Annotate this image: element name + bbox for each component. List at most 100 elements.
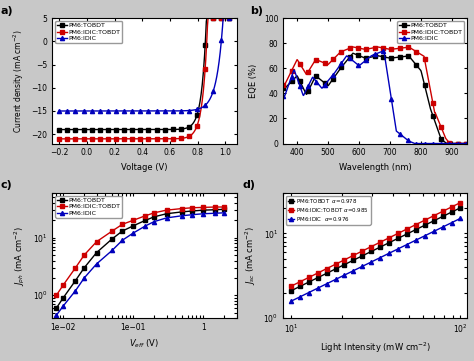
PM6:IDIC [159,109,165,113]
PM6:IDIC:TOBDT [281,82,286,87]
PM6:TOBDT  $\alpha$=0.978 [431,219,437,223]
PM6:IDIC:TOBDT $\alpha$=0.985 [333,262,338,266]
PM6:TOBDT [214,16,219,20]
PM6:IDIC:TOBDT $\alpha$=0.985 [324,266,329,271]
PM6:IDIC:TOBDT $\alpha$=0.985 [431,214,437,218]
PM6:IDIC [340,58,346,63]
PM6:IDIC:TOBDT [414,50,419,54]
PM6:IDIC:TOBDT $\alpha$=0.985 [297,280,303,284]
PM6:TOBDT  $\alpha$=0.978 [359,254,365,258]
PM6:IDIC [179,214,185,218]
PM6:TOBDT  $\alpha$=0.978 [377,245,383,249]
PM6:IDIC:TOBDT [229,16,235,20]
PM6:IDIC:TOBDT [202,66,208,71]
PM6:IDIC [94,262,100,266]
PM6:IDIC:TOBDT [302,71,308,75]
PM6:IDIC:TOBDT [350,45,356,49]
PM6:IDIC:TOBDT [60,283,66,287]
PM6:TOBDT [159,127,164,132]
PM6:IDIC [60,304,66,308]
PM6:IDIC:TOBDT [179,206,185,211]
PM6:IDIC:TOBDT [221,205,227,209]
Line: PM6:TOBDT: PM6:TOBDT [281,51,470,145]
PM6:TOBDT  $\alpha$=0.978 [288,289,294,293]
PM6:IDIC [54,313,59,317]
PM6:TOBDT [350,51,356,55]
PM6:TOBDT [221,207,227,212]
PM6:TOBDT [302,90,308,95]
PM6:TOBDT [73,278,78,283]
PM6:IDIC:TOBDT [213,205,219,209]
PM6:IDIC [229,16,235,20]
PM6:IDIC  $\alpha$=0.976 [288,299,294,303]
PM6:IDIC  $\alpha$=0.976 [449,221,455,225]
PM6:IDIC:TOBDT [201,205,206,209]
PM6:IDIC [221,16,227,20]
PM6:IDIC:TOBDT [159,137,164,141]
PM6:IDIC  $\alpha$=0.976 [342,273,347,277]
Line: PM6:TOBDT: PM6:TOBDT [57,16,235,132]
PM6:IDIC [190,213,195,217]
PM6:IDIC [143,224,148,228]
PM6:IDIC:TOBDT $\alpha$=0.985 [449,205,455,209]
PM6:IDIC:TOBDT $\alpha$=0.985 [306,275,312,280]
PM6:TOBDT [119,229,125,233]
PM6:TOBDT [415,65,420,69]
PM6:TOBDT  $\alpha$=0.978 [395,236,401,240]
PM6:IDIC [130,231,136,235]
Line: PM6:IDIC  $\alpha$=0.976: PM6:IDIC $\alpha$=0.976 [289,216,463,303]
PM6:TOBDT [204,16,210,20]
PM6:IDIC [302,90,308,94]
PM6:TOBDT  $\alpha$=0.978 [422,223,428,227]
PM6:IDIC [381,49,387,53]
PM6:IDIC:TOBDT [151,210,157,215]
PM6:TOBDT [56,127,62,132]
PM6:TOBDT [340,63,346,67]
PM6:IDIC:TOBDT $\alpha$=0.985 [359,249,365,253]
X-axis label: Voltage (V): Voltage (V) [121,163,168,172]
PM6:IDIC:TOBDT [130,218,136,222]
PM6:IDIC [201,212,206,216]
PM6:TOBDT [201,208,206,212]
PM6:IDIC:TOBDT [119,222,125,227]
PM6:TOBDT [163,127,168,132]
PM6:IDIC [412,142,418,146]
PM6:IDIC  $\alpha$=0.976 [368,260,374,264]
PM6:TOBDT [190,209,195,213]
PM6:TOBDT [94,251,100,255]
PM6:IDIC  $\alpha$=0.976 [404,242,410,247]
PM6:IDIC:TOBDT [340,49,346,53]
PM6:IDIC  $\alpha$=0.976 [422,234,428,238]
PM6:IDIC:TOBDT [190,206,195,210]
PM6:IDIC:TOBDT [447,142,453,146]
PM6:IDIC:TOBDT $\alpha$=0.985 [288,284,294,288]
PM6:IDIC:TOBDT [159,137,165,141]
Line: PM6:IDIC: PM6:IDIC [281,49,470,145]
PM6:IDIC [213,77,219,82]
PM6:IDIC:TOBDT [465,142,470,146]
PM6:TOBDT [82,266,87,270]
PM6:TOBDT  $\alpha$=0.978 [457,205,463,210]
PM6:IDIC  $\alpha$=0.976 [333,277,338,282]
PM6:TOBDT [202,43,208,47]
PM6:IDIC:TOBDT [214,16,219,20]
PM6:IDIC [213,211,219,216]
Line: PM6:TOBDT  $\alpha$=0.978: PM6:TOBDT $\alpha$=0.978 [289,206,463,293]
Text: a): a) [1,5,13,16]
PM6:IDIC  $\alpha$=0.976 [457,216,463,221]
PM6:IDIC [82,276,87,280]
PM6:IDIC:TOBDT [82,253,87,257]
PM6:IDIC [56,109,62,113]
PM6:TOBDT  $\alpha$=0.978 [440,214,446,219]
PM6:TOBDT  $\alpha$=0.978 [386,240,392,245]
PM6:TOBDT  $\alpha$=0.978 [333,267,338,271]
PM6:TOBDT [397,55,402,59]
Line: PM6:IDIC:TOBDT: PM6:IDIC:TOBDT [55,205,226,297]
PM6:TOBDT  $\alpha$=0.978 [368,249,374,254]
Y-axis label: EQE (%): EQE (%) [249,64,258,98]
PM6:TOBDT  $\alpha$=0.978 [404,232,410,236]
Legend: PM6:TOBDT, PM6:IDIC:TOBDT, PM6:IDIC: PM6:TOBDT, PM6:IDIC:TOBDT, PM6:IDIC [55,21,122,43]
PM6:IDIC [164,216,169,220]
Text: c): c) [1,180,12,190]
PM6:IDIC  $\alpha$=0.976 [377,256,383,260]
